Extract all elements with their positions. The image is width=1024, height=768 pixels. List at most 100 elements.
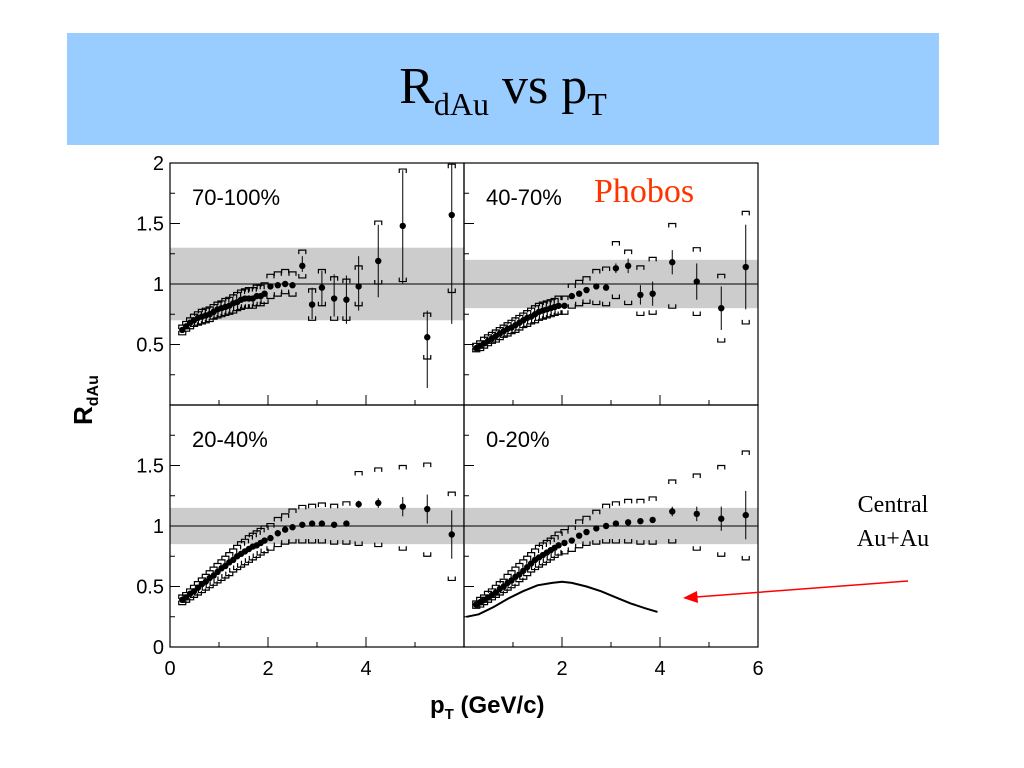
data-point-2-21 (261, 537, 268, 544)
sys-upper-0-23 (273, 271, 282, 276)
sys-lower-0-10 (217, 312, 226, 318)
x-tick-label-left-0: 0 (164, 658, 175, 680)
sys-lower-2-22 (266, 546, 275, 551)
data-point-3-27 (602, 522, 610, 530)
sys-upper-1-29 (624, 249, 633, 255)
data-point-3-34 (718, 515, 725, 522)
sys-lower-1-21 (554, 310, 563, 315)
sys-lower-1-35 (741, 319, 750, 325)
sys-lower-2-27 (308, 538, 317, 544)
data-point-2-33 (399, 503, 406, 510)
panel-label-2: 20-40% (192, 427, 268, 452)
x-tick-label-right-2: 6 (752, 658, 763, 680)
panel-label-0: 70-100% (192, 185, 280, 210)
data-point-0-27 (308, 301, 316, 308)
sys-lower-0-4 (193, 321, 203, 326)
sys-lower-2-12 (225, 571, 234, 577)
sys-lower-1-20 (550, 311, 559, 317)
data-point-2-23 (274, 530, 281, 537)
sys-upper-2-31 (354, 470, 363, 476)
sys-upper-1-33 (692, 247, 701, 252)
data-point-2-24 (281, 526, 289, 533)
sys-lower-1-17 (538, 315, 547, 320)
data-point-2-28 (318, 520, 326, 527)
data-point-1-27 (602, 284, 610, 291)
sys-lower-2-28 (317, 538, 326, 544)
sys-upper-1-30 (636, 265, 645, 270)
sys-lower-1-22 (560, 310, 569, 315)
sys-lower-1-7 (499, 333, 508, 338)
sys-lower-0-0 (178, 330, 187, 336)
sys-upper-0-26 (298, 249, 307, 255)
sys-lower-3-13 (523, 571, 532, 577)
data-point-2-35 (448, 531, 455, 538)
sys-upper-3-21 (554, 531, 563, 537)
sys-lower-1-0 (472, 347, 481, 353)
sys-lower-0-26 (298, 273, 307, 279)
sys-upper-0-22 (266, 273, 275, 279)
sys-lower-3-12 (519, 575, 528, 580)
sys-lower-0-29 (330, 316, 339, 321)
sys-lower-3-28 (611, 538, 620, 544)
data-point-1-33 (693, 278, 700, 285)
data-point-0-29 (330, 295, 338, 302)
y-tick-label-2-2: 1 (153, 516, 164, 538)
sys-upper-3-33 (692, 473, 701, 478)
sys-lower-0-9 (213, 313, 222, 319)
central-auau-curve (466, 580, 658, 618)
sys-lower-0-14 (233, 306, 242, 312)
sys-upper-2-24 (281, 513, 290, 518)
data-point-3-24 (575, 532, 583, 539)
sys-upper-1-24 (575, 279, 584, 285)
sys-lower-1-19 (546, 312, 555, 318)
sys-lower-3-0 (472, 604, 481, 609)
sys-lower-1-4 (487, 339, 497, 344)
data-point-1-31 (649, 290, 656, 297)
sys-upper-3-35 (741, 450, 750, 455)
sys-upper-2-32 (374, 467, 383, 472)
panel-label-1: 40-70% (486, 185, 562, 210)
data-point-3-30 (637, 517, 644, 525)
sys-lower-3-29 (624, 538, 633, 544)
sys-lower-2-29 (330, 540, 339, 545)
data-point-0-28 (318, 284, 326, 291)
sys-lower-0-12 (225, 310, 234, 315)
sys-lower-1-26 (592, 300, 601, 306)
sys-lower-3-30 (636, 540, 645, 545)
sys-upper-1-25 (582, 276, 591, 281)
sys-lower-2-30 (342, 540, 351, 545)
sys-lower-2-33 (398, 546, 407, 551)
sys-upper-2-29 (330, 503, 339, 509)
annotation-arrow-line (695, 580, 909, 598)
sys-lower-0-21 (260, 299, 269, 304)
data-point-2-25 (289, 524, 296, 531)
sys-upper-2-28 (317, 502, 326, 508)
data-point-2-32 (375, 499, 382, 507)
data-point-3-23 (568, 537, 575, 544)
central-auau-annotation: Central Au+Au (838, 488, 948, 556)
sys-upper-1-26 (592, 268, 601, 274)
sys-upper-2-35 (447, 491, 456, 497)
sys-lower-1-31 (648, 310, 657, 315)
sys-upper-2-22 (266, 522, 275, 528)
x-tick-label-right-0: 2 (556, 658, 567, 680)
data-point-3-26 (593, 525, 600, 532)
data-point-1-25 (583, 286, 590, 294)
panel-label-3: 0-20% (486, 427, 550, 452)
x-tick-label-right-1: 4 (654, 658, 665, 680)
data-point-3-25 (583, 528, 590, 536)
sys-lower-1-34 (717, 338, 726, 343)
data-point-0-30 (343, 296, 350, 303)
data-point-2-31 (355, 501, 362, 508)
sys-upper-1-32 (668, 222, 677, 228)
data-point-0-26 (299, 262, 306, 270)
sys-lower-1-29 (624, 300, 633, 306)
sys-upper-3-22 (560, 529, 569, 534)
data-point-2-26 (299, 521, 306, 528)
sys-lower-3-34 (717, 552, 726, 557)
sys-upper-1-27 (602, 266, 611, 272)
sys-upper-3-29 (624, 498, 633, 504)
sys-upper-1-31 (648, 256, 657, 262)
sys-lower-0-24 (281, 289, 290, 295)
